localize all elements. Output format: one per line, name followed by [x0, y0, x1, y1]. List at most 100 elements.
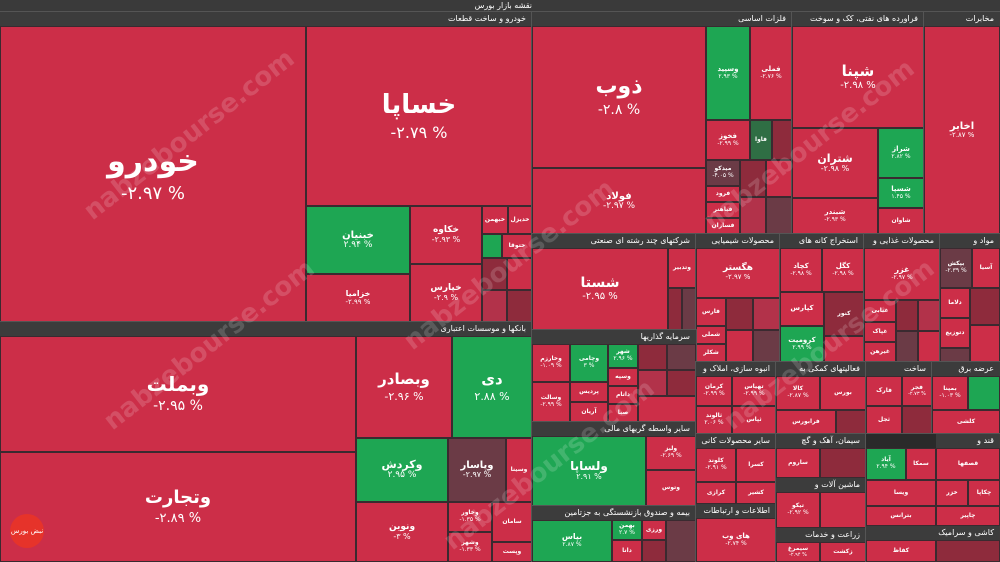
tile-sepah[interactable]: صبا [608, 404, 638, 422]
tile-day[interactable]: دی ۲.۸۸ % [452, 336, 532, 438]
tile-khcaveh[interactable]: خکاوه -۲.۹۳ % [410, 206, 482, 264]
tile-khbahman[interactable]: خبهمن [482, 206, 508, 234]
tile-shahr[interactable]: شهر ۲.۹۶ % [608, 344, 638, 368]
tile-khiras[interactable]: خپارس -۲.۹ % [410, 264, 482, 322]
tile-vsepah[interactable]: وسپه [608, 368, 638, 386]
tile-wood-small-2[interactable] [970, 325, 1000, 362]
tile-cement-small-1[interactable] [820, 448, 866, 478]
tile-shsina[interactable]: شسپا ۱.۴۵ % [878, 178, 924, 208]
tile-fajr[interactable]: فجر -۲.۷۳ % [902, 376, 932, 406]
tile-kashiri[interactable]: کشیر [736, 482, 776, 504]
tile-kerman[interactable]: کرمان -۲.۹۹ % [696, 376, 732, 406]
tile-food-small-1[interactable] [896, 300, 918, 331]
tile-metals-small-1[interactable] [772, 120, 792, 160]
tile-farabours[interactable]: فرابورس [776, 410, 836, 434]
tile-bmopna[interactable]: بمپنا -۱.۰۳ % [932, 376, 968, 410]
tile-fbahar[interactable]: فباهنر [706, 202, 740, 218]
tile-tkaya[interactable]: تیکو -۲.۹۲ % [776, 492, 820, 528]
tile-dana[interactable]: دانا [612, 540, 642, 562]
tile-khsapa[interactable]: خساپا -۲.۷۹ % [306, 26, 532, 206]
tile-chem-small-1[interactable] [726, 298, 753, 330]
tile-simerj[interactable]: سیمرغ -۲.۹۴ % [776, 542, 820, 562]
tile-metals-small-5[interactable] [766, 197, 792, 234]
tile-kafiz[interactable]: کفاظ [866, 540, 936, 562]
tile-invest-small-2[interactable] [667, 344, 696, 370]
tile-thalvand[interactable]: ثالوند ۲.۰۶ % [696, 406, 732, 434]
tile-chem-small-2[interactable] [753, 298, 780, 330]
tile-cons-small-1[interactable] [902, 406, 932, 434]
tile-khazar[interactable]: خزر [936, 480, 968, 506]
tile-vkardesh[interactable]: وکردش ۲.۹۵ % [356, 438, 448, 502]
tile-zkasht[interactable]: زکشت [820, 542, 866, 562]
tile-asia[interactable]: آسیا [972, 248, 1000, 288]
tile-fava[interactable]: فاوا [750, 120, 772, 160]
tile-foolad[interactable]: فولاد -۲.۹۷ % [532, 168, 706, 234]
tile-khgostar[interactable] [482, 234, 502, 258]
tile-auto-small-1[interactable] [482, 258, 507, 290]
tile-kesara[interactable]: کسرا [736, 448, 776, 482]
tile-chapir[interactable]: چاپیر [936, 506, 1000, 526]
tile-vtejarat[interactable]: وتجارت -۲.۸۹ % [0, 452, 356, 562]
tile-power-small-1[interactable] [968, 376, 1000, 410]
tile-tehas[interactable]: تهیاس -۲.۹۹ % [732, 376, 776, 406]
tile-shemli[interactable]: شملی [696, 326, 726, 344]
tile-auto-small-4[interactable] [507, 290, 532, 322]
tile-khinian[interactable]: خبنیان ۲.۹۴ % [306, 206, 410, 274]
tile-fkhooz[interactable]: فخوز -۲.۹۹ % [706, 120, 750, 160]
tile-chem-small-3[interactable] [726, 330, 753, 362]
tile-bpeksh[interactable]: بپکش -۲.۳۹ % [940, 248, 972, 288]
tile-invest-small-5[interactable] [638, 396, 696, 422]
tile-food-small-2[interactable] [918, 300, 940, 331]
tile-fameli[interactable]: فملی -۲.۷۶ % [750, 26, 792, 120]
tile-vkhavar[interactable]: وخاور -۱.۳۵ % [448, 502, 492, 532]
tile-chekapa[interactable]: چکاپا [968, 480, 1000, 506]
tile-chem-small-4[interactable] [753, 330, 780, 362]
tile-aryan[interactable]: آریان [570, 402, 608, 422]
tile-elec-small-1[interactable] [836, 410, 866, 434]
tile-ins-small-2[interactable] [666, 520, 696, 562]
tile-knor[interactable]: کنور [824, 292, 864, 336]
tile-vpost[interactable]: وپست [492, 542, 532, 562]
tile-kerazi[interactable]: کرازی [696, 482, 736, 504]
tile-ins-small-1[interactable] [642, 540, 666, 562]
tile-kpars[interactable]: کپارس [780, 292, 824, 326]
tile-datam[interactable]: داتام [608, 386, 638, 404]
tile-ghpak[interactable]: غپاک [864, 322, 896, 342]
tile-holding-small-2[interactable] [682, 288, 696, 330]
tile-holding-small-1[interactable] [668, 288, 682, 330]
tile-auto-small-3[interactable] [482, 290, 507, 322]
tile-shdavar[interactable]: شاوان [878, 208, 924, 234]
tile-food-small-3[interactable] [896, 331, 918, 362]
tile-semka[interactable]: سمکا [906, 448, 936, 480]
tile-boors[interactable]: بورس [820, 376, 866, 410]
tile-ghnab[interactable]: غنابی [864, 300, 896, 322]
tile-metals-small-3[interactable] [766, 160, 792, 197]
tile-shbandar[interactable]: شبندر -۲.۹۳ % [792, 198, 878, 234]
tile-froud[interactable]: فرود [706, 186, 740, 202]
tile-vsalta[interactable]: وسالت -۲.۹۹ % [532, 382, 570, 422]
tile-invest-small-4[interactable] [667, 370, 696, 396]
tile-ghzar[interactable]: غزر -۲.۹۷ % [864, 248, 940, 300]
tile-shepna[interactable]: شپنا -۲.۹۸ % [792, 26, 924, 128]
tile-khtoo[interactable]: ختوقا [502, 234, 532, 258]
tile-mach-small-1[interactable] [820, 492, 866, 528]
tile-metals-small-4[interactable] [740, 197, 766, 234]
tile-vliz[interactable]: ولیز -۲.۶۹ % [646, 436, 696, 470]
tile-midko[interactable]: میدکو -۴.۰۵ % [706, 160, 740, 186]
tile-shetran[interactable]: شتران -۲.۹۸ % [792, 128, 878, 198]
tile-shkalar[interactable]: شکلر [696, 344, 726, 362]
tile-wood-small-3[interactable] [940, 348, 970, 362]
tile-auto-small-2[interactable] [507, 258, 532, 290]
tile-kgal[interactable]: کگل -۲.۹۸ % [822, 248, 864, 292]
tile-shasta[interactable]: شستا -۲.۹۵ % [532, 248, 668, 330]
tile-kahanit[interactable]: آیاد ۲.۹۴ % [866, 448, 906, 480]
tile-metals-small-2[interactable] [740, 160, 766, 197]
tile-dlama[interactable]: دلاما [940, 288, 970, 318]
tile-gesfahan[interactable]: قصفها [936, 448, 1000, 480]
tile-kchad[interactable]: کچاد -۲.۹۸ % [780, 248, 822, 292]
tile-farsi[interactable]: فارس [696, 298, 726, 326]
tile-vpasar[interactable]: وپاسار -۲.۹۷ % [448, 438, 506, 502]
tile-vnovin[interactable]: ونوین -۳ % [356, 502, 448, 562]
tile-vchami[interactable]: وچامی ۳ % [570, 344, 608, 382]
tile-hegal[interactable]: ثجل [866, 406, 902, 434]
